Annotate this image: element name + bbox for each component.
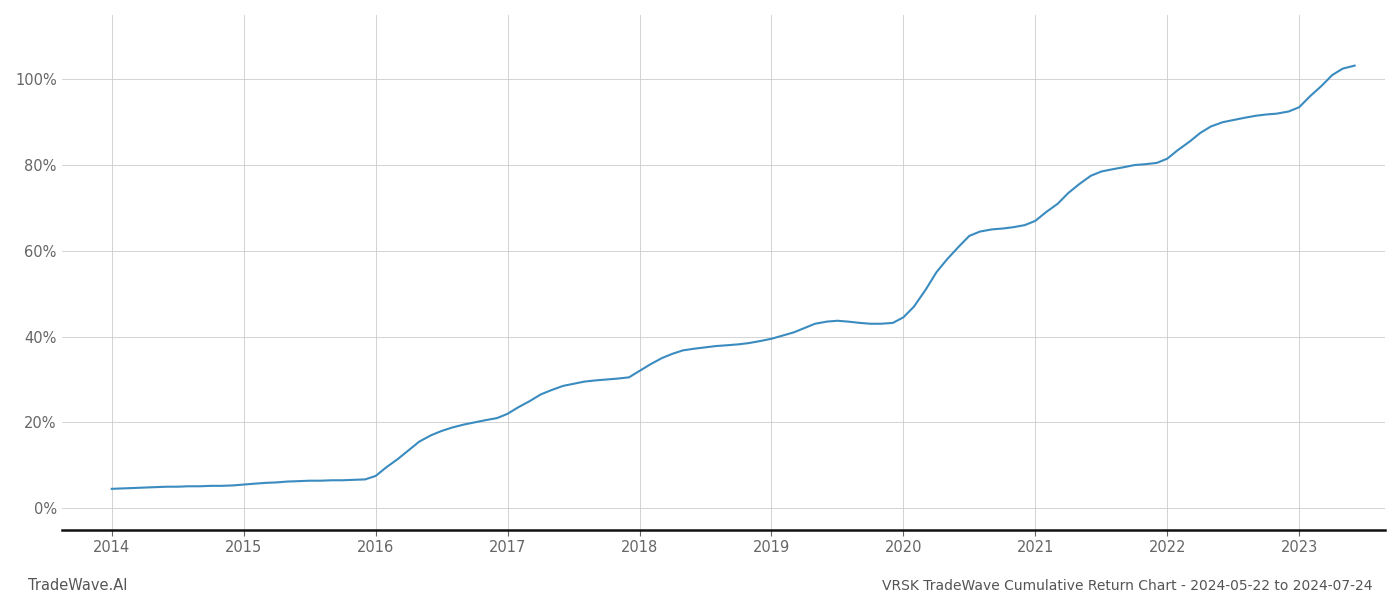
Text: VRSK TradeWave Cumulative Return Chart - 2024-05-22 to 2024-07-24: VRSK TradeWave Cumulative Return Chart -… bbox=[882, 579, 1372, 593]
Text: TradeWave.AI: TradeWave.AI bbox=[28, 578, 127, 593]
